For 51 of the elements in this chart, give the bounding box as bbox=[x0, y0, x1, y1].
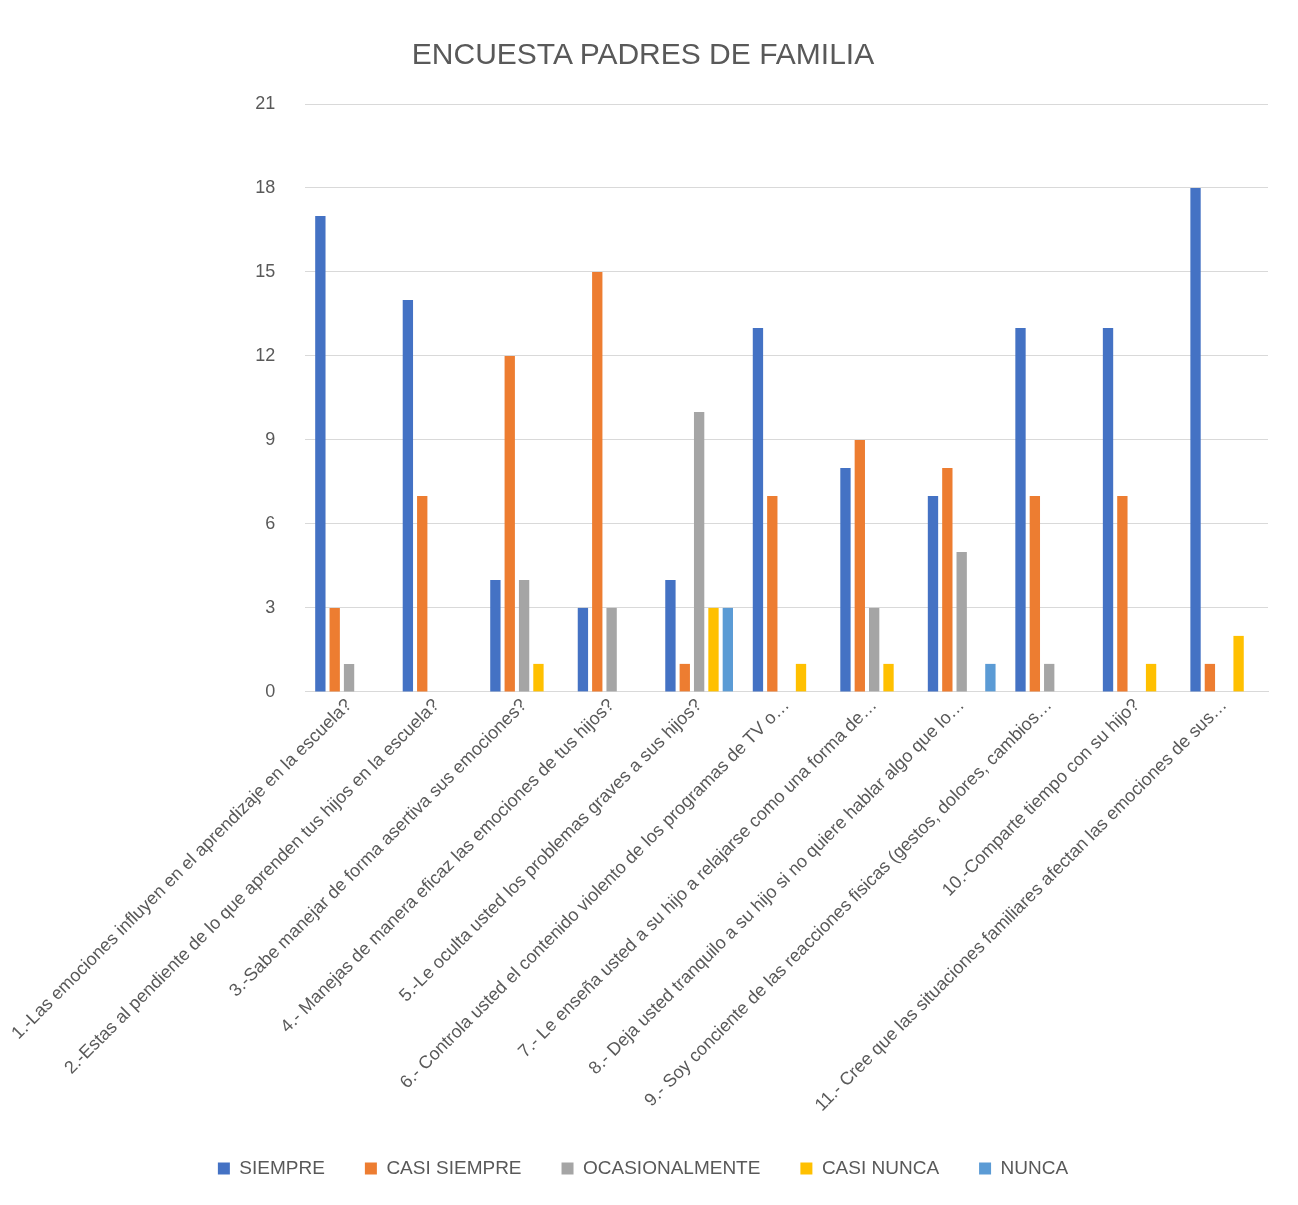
bar bbox=[869, 607, 880, 692]
bar bbox=[592, 271, 603, 692]
y-tick-label: 21 bbox=[255, 92, 276, 113]
bar bbox=[985, 663, 996, 692]
bar bbox=[722, 607, 734, 692]
y-tick-label: 3 bbox=[265, 596, 276, 617]
bar bbox=[942, 467, 953, 692]
bar bbox=[854, 439, 865, 692]
legend-label: OCASIONALMENTE bbox=[583, 1156, 761, 1178]
y-tick-label: 9 bbox=[265, 428, 276, 449]
bar bbox=[577, 607, 589, 692]
y-tick-label: 15 bbox=[255, 260, 276, 281]
bar bbox=[343, 663, 355, 692]
bar bbox=[927, 495, 939, 692]
bar bbox=[1102, 327, 1114, 692]
bar bbox=[533, 663, 544, 692]
bar bbox=[795, 663, 807, 692]
bar bbox=[518, 579, 530, 692]
bar bbox=[665, 579, 676, 692]
bar bbox=[1190, 187, 1201, 692]
bar bbox=[1233, 635, 1244, 692]
y-tick-label: 12 bbox=[255, 344, 276, 365]
legend-label: CASI SIEMPRE bbox=[386, 1156, 522, 1178]
bar bbox=[883, 663, 894, 692]
chart-title: ENCUESTA PADRES DE FAMILIA bbox=[411, 37, 875, 71]
bar bbox=[1044, 663, 1055, 692]
y-tick-label: 18 bbox=[255, 176, 276, 197]
bar bbox=[767, 495, 778, 692]
bar bbox=[1204, 663, 1216, 692]
bar bbox=[752, 327, 764, 692]
bar bbox=[490, 579, 501, 692]
bar bbox=[708, 607, 719, 692]
bar bbox=[1015, 327, 1026, 692]
bar bbox=[693, 411, 705, 692]
bar bbox=[1117, 495, 1128, 692]
bar bbox=[504, 355, 515, 692]
legend-label: SIEMPRE bbox=[239, 1156, 325, 1178]
bar bbox=[329, 607, 340, 692]
bar bbox=[402, 299, 414, 692]
bar bbox=[679, 663, 690, 692]
bar bbox=[417, 495, 428, 692]
y-tick-label: 0 bbox=[265, 680, 276, 701]
bar bbox=[1145, 663, 1157, 692]
bar bbox=[315, 215, 326, 692]
bar bbox=[840, 467, 851, 692]
legend-label: NUNCA bbox=[1000, 1156, 1069, 1178]
y-tick-label: 6 bbox=[265, 512, 276, 533]
bar bbox=[1029, 495, 1041, 692]
bar bbox=[606, 607, 617, 692]
bar bbox=[956, 551, 967, 692]
legend-label: CASI NUNCA bbox=[821, 1156, 940, 1178]
